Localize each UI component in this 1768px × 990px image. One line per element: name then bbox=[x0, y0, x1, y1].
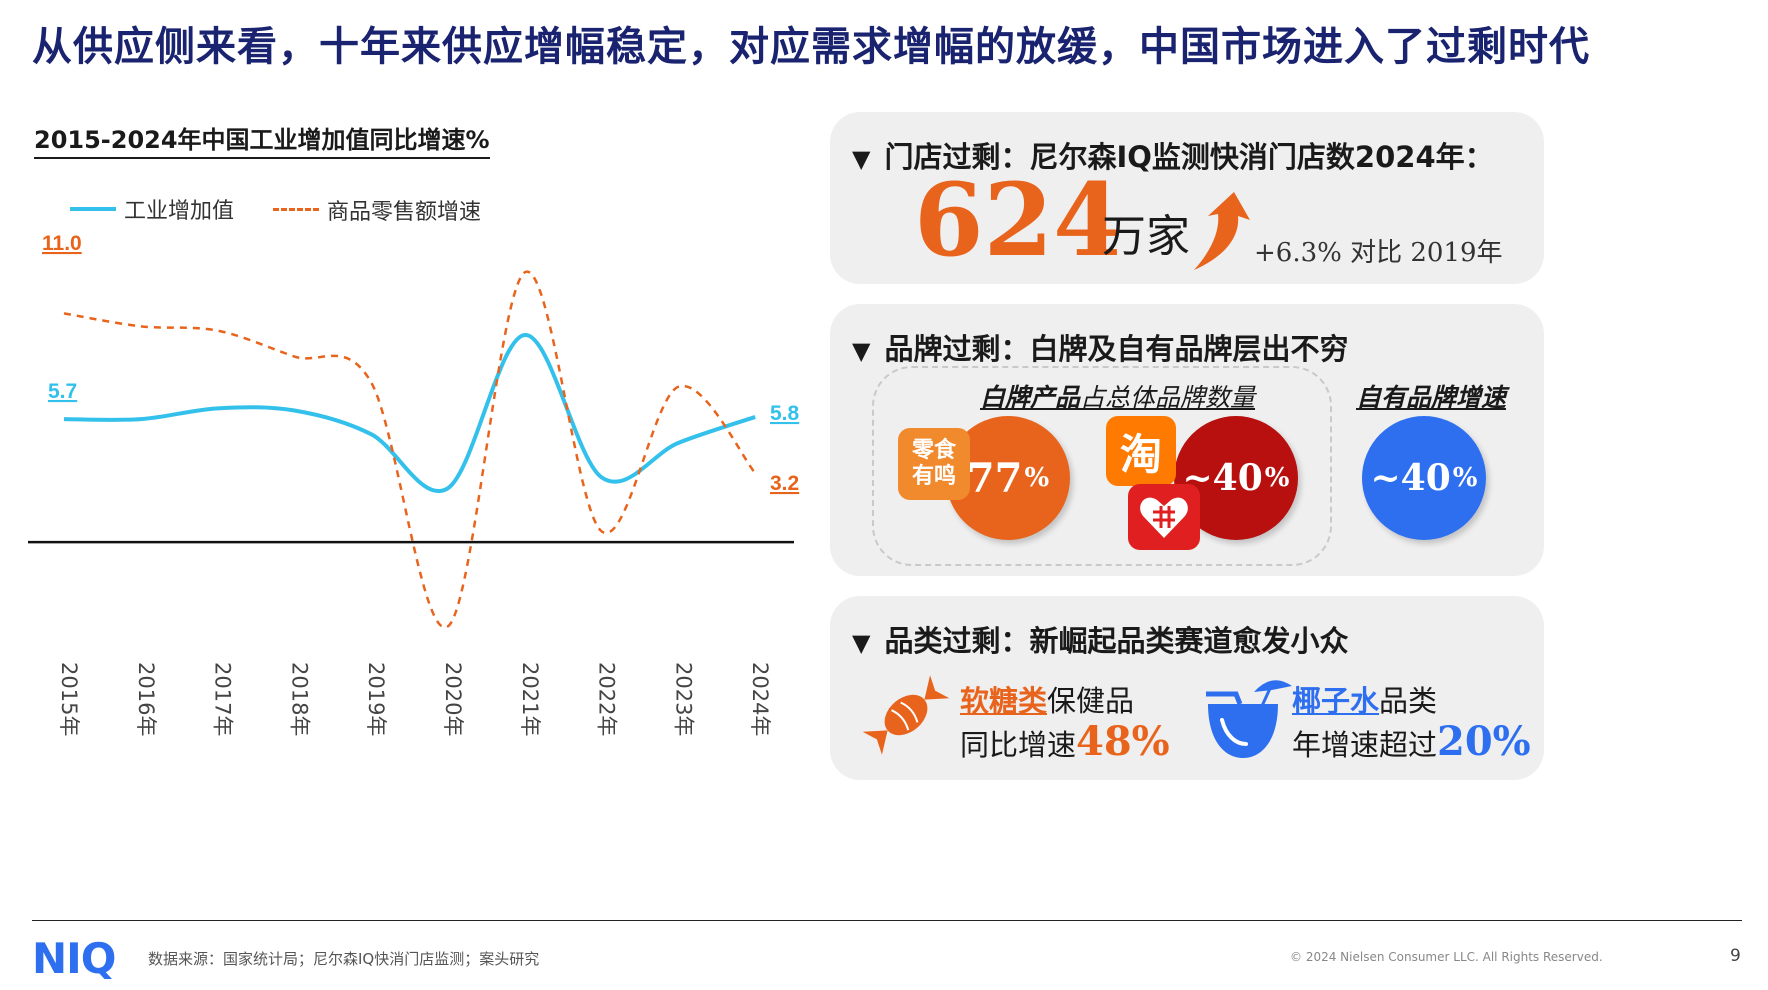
store-count-unit: 万家 bbox=[1102, 211, 1190, 262]
source-note: 数据来源：国家统计局；尼尔森IQ快消门店监测；案头研究 bbox=[148, 950, 540, 968]
x-tick-label: 2024年 bbox=[748, 662, 772, 736]
chart-title: 2015-2024年中国工业增加值同比增速% bbox=[34, 120, 490, 159]
series-0-point-8 bbox=[678, 442, 679, 443]
snack-app-icon: 零食有鸣 bbox=[898, 428, 970, 500]
triangle-down-icon: ▼ bbox=[852, 337, 871, 365]
candy-icon bbox=[862, 675, 950, 755]
legend-item-retail: 商品零售额增速 bbox=[273, 194, 481, 226]
page-title: 从供应侧来看，十年来供应增幅稳定，对应需求增幅的放缓，中国市场进入了过剩时代 bbox=[32, 24, 1590, 70]
category-left-line2-text: 同比增速 bbox=[960, 728, 1077, 762]
pinduoduo-icon bbox=[1128, 484, 1200, 550]
panel-brand-heading-text: 品牌过剩：白牌及自有品牌层出不穷 bbox=[884, 332, 1349, 366]
niq-logo: NIQ bbox=[32, 934, 116, 983]
white-label-share-circle: 77% bbox=[946, 416, 1070, 540]
category-left-highlight: 软糖类 bbox=[960, 684, 1048, 718]
legend-item-industrial: 工业增加值 bbox=[70, 193, 234, 225]
series-1-point-2 bbox=[217, 330, 218, 331]
white-label-caption: 白牌产品占总体品牌数量 bbox=[980, 378, 1255, 414]
series-0-point-2 bbox=[217, 408, 218, 409]
x-tick-label: 2020年 bbox=[441, 662, 465, 736]
category-left-line2: 同比增速48% bbox=[960, 718, 1170, 765]
own-brand-growth-pct: % bbox=[1452, 463, 1478, 493]
legend-swatch-dashed bbox=[273, 208, 320, 211]
series-0-point-9 bbox=[755, 416, 756, 417]
series-1-point-3 bbox=[294, 356, 295, 357]
triangle-down-icon: ▼ bbox=[852, 629, 871, 657]
own-brand-growth-value: ~40 bbox=[1370, 457, 1451, 499]
panel-brand-heading: ▼ 品牌过剩：白牌及自有品牌层出不穷 bbox=[852, 326, 1348, 368]
series-line-1 bbox=[63, 270, 757, 629]
x-tick-label: 2023年 bbox=[671, 662, 695, 736]
taobao-icon: 淘 bbox=[1106, 416, 1176, 486]
store-compare-text: +6.3% 对比 2019年 bbox=[1254, 238, 1503, 268]
category-right-rest: 品类 bbox=[1379, 684, 1438, 718]
category-right-highlight: 椰子水 bbox=[1292, 684, 1380, 718]
series-0-point-6 bbox=[524, 334, 525, 335]
category-left-rest: 保健品 bbox=[1047, 684, 1135, 718]
series-1-point-7 bbox=[601, 531, 602, 532]
category-right-number: 20% bbox=[1437, 718, 1531, 765]
panel-brand-surplus: ▼ 品牌过剩：白牌及自有品牌层出不穷 白牌产品占总体品牌数量 自有品牌增速 77%… bbox=[830, 304, 1544, 576]
pinduoduo-heart-icon bbox=[1140, 497, 1188, 538]
store-count-number: 624 bbox=[914, 161, 1123, 279]
x-tick-label: 2021年 bbox=[518, 662, 542, 736]
data-label-3: 3.2 bbox=[770, 472, 799, 495]
up-arrow-icon bbox=[1194, 192, 1250, 270]
series-0-point-5 bbox=[448, 488, 449, 489]
category-left-line1: 软糖类保健品 bbox=[960, 678, 1134, 720]
platform-share-circle: ~40% bbox=[1174, 416, 1298, 540]
category-right-line2: 年增速超过20% bbox=[1292, 718, 1531, 765]
page-number: 9 bbox=[1730, 946, 1741, 966]
x-tick-label: 2015年 bbox=[57, 662, 81, 736]
panel-store-surplus: ▼ 门店过剩：尼尔森IQ监测快消门店数2024年： 624 万家 +6.3% 对比… bbox=[830, 112, 1544, 284]
own-brand-caption: 自有品牌增速 bbox=[1356, 383, 1507, 412]
data-label-0: 11.0 bbox=[42, 232, 82, 255]
series-0-point-4 bbox=[371, 434, 372, 435]
series-0-point-3 bbox=[294, 410, 295, 411]
x-tick-label: 2022年 bbox=[595, 662, 619, 736]
series-1-point-9 bbox=[755, 473, 756, 474]
panel-store-heading: ▼ 门店过剩：尼尔森IQ监测快消门店数2024年： bbox=[852, 134, 1494, 176]
x-tick-label: 2017年 bbox=[211, 662, 235, 736]
white-label-group bbox=[872, 366, 1332, 566]
series-line-0 bbox=[63, 332, 756, 493]
panel-store-heading-text: 门店过剩：尼尔森IQ监测快消门店数2024年： bbox=[884, 140, 1494, 174]
panel-category-heading: ▼ 品类过剩：新崛起品类赛道愈发小众 bbox=[852, 618, 1348, 660]
data-label-2: 5.8 bbox=[770, 402, 800, 425]
panel-category-surplus: ▼ 品类过剩：新崛起品类赛道愈发小众 软糖类保健品 同比增速48% 椰子水品类 年… bbox=[830, 596, 1544, 780]
series-1-point-8 bbox=[678, 386, 679, 387]
white-label-share-value: 77 bbox=[966, 454, 1023, 502]
panel-category-heading-text: 品类过剩：新崛起品类赛道愈发小众 bbox=[884, 624, 1349, 658]
coconut-drink-icon bbox=[1206, 680, 1292, 758]
chart-legend: 工业增加值 商品零售额增速 bbox=[70, 192, 513, 226]
own-brand-growth-circle: ~40% bbox=[1362, 416, 1486, 540]
series-1-point-6 bbox=[524, 272, 525, 273]
data-label-1: 5.7 bbox=[48, 380, 77, 403]
platform-share-pct: % bbox=[1264, 463, 1290, 493]
series-0-point-0 bbox=[64, 419, 65, 420]
x-tick-label: 2019年 bbox=[364, 662, 388, 736]
white-label-share-pct: % bbox=[1024, 463, 1050, 493]
series-0-point-1 bbox=[140, 419, 141, 420]
series-1-point-0 bbox=[64, 313, 65, 314]
x-tick-label: 2016年 bbox=[134, 662, 158, 736]
legend-label-retail: 商品零售额增速 bbox=[327, 199, 482, 225]
copyright: © 2024 Nielsen Consumer LLC. All Rights … bbox=[1290, 950, 1603, 964]
line-chart: 11.0 5.7 5.8 3.2 2015年 2016年 2017年 2018年 2019年 20… bbox=[28, 232, 800, 736]
series-1-point-4 bbox=[371, 382, 372, 383]
category-left-number: 48% bbox=[1076, 718, 1170, 765]
white-label-caption-bold: 白牌产品 bbox=[980, 383, 1081, 412]
series-0-point-7 bbox=[601, 477, 602, 478]
series-1-point-1 bbox=[140, 326, 141, 327]
category-right-line1: 椰子水品类 bbox=[1292, 678, 1437, 720]
legend-swatch-solid bbox=[70, 207, 116, 211]
legend-label-industrial: 工业增加值 bbox=[124, 199, 235, 224]
x-tick-label: 2018年 bbox=[287, 662, 311, 736]
footer-divider bbox=[32, 920, 1742, 921]
series-1-point-5 bbox=[448, 626, 449, 627]
triangle-down-icon: ▼ bbox=[852, 145, 871, 173]
category-right-line2-text: 年增速超过 bbox=[1292, 728, 1438, 762]
white-label-caption-rest: 占总体品牌数量 bbox=[1080, 383, 1256, 412]
